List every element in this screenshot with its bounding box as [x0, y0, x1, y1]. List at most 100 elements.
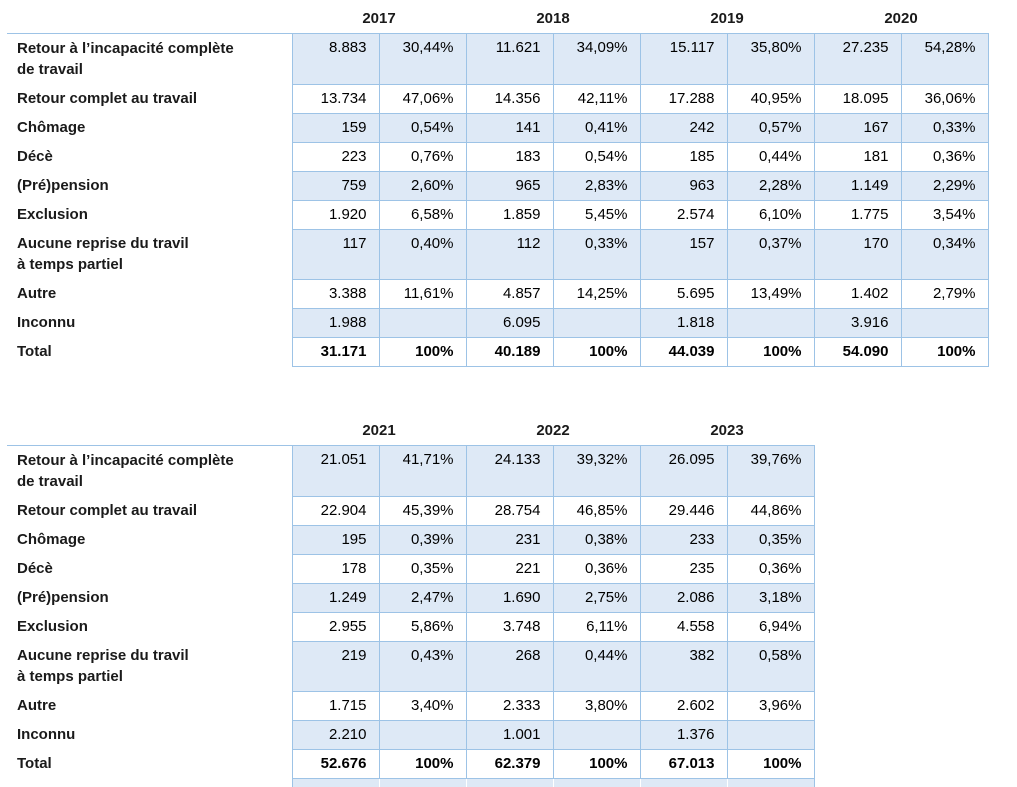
percent-cell: 6,58%	[378, 199, 467, 230]
table-row: (Pré)pension 759 2,60% 965 2,83% 963 2,28% 1.14…	[7, 170, 989, 201]
count-cell: 195	[291, 524, 380, 555]
count-cell: 1.920	[291, 199, 380, 230]
count-cell: 17.288	[639, 83, 728, 114]
percent-cell	[726, 307, 815, 338]
count-cell: 2.955	[291, 611, 380, 642]
table-row: Chômage 159 0,54% 141 0,41% 242 0,57% 167 0,33%	[7, 112, 989, 143]
results-table-2021-2023: 2021 2022 2023 Retour à l’incapacité complè…	[7, 417, 815, 787]
count-cell: 67.013	[639, 748, 728, 779]
percent-cell: 0,33%	[552, 228, 641, 280]
row-label-line: Retour complet au travail	[17, 502, 198, 519]
year-header: 2020	[884, 10, 918, 27]
count-cell: 1.775	[813, 199, 902, 230]
percent-cell: 0,40%	[378, 228, 467, 280]
percent-cell: 100%	[552, 336, 641, 367]
percent-cell: 0,35%	[726, 524, 815, 555]
table-row: Inconnu 2.210 1.001 1.376	[7, 719, 815, 750]
table-row: Retour complet au travail 22.904 45,39% 28.…	[7, 495, 815, 526]
percent-cell: 6,10%	[726, 199, 815, 230]
header-corner-cell	[7, 417, 292, 446]
count-cell: 2.210	[291, 719, 380, 750]
row-label: Retour à l’incapacité complète de travail	[7, 445, 292, 496]
percent-cell: 0,76%	[378, 141, 467, 172]
count-cell: 233	[639, 524, 728, 555]
count-cell: 52.676	[291, 748, 380, 779]
percent-cell: 100%	[726, 336, 815, 367]
count-cell: 159	[291, 112, 380, 143]
count-cell: 27.235	[813, 33, 902, 85]
row-label-line: de travail	[17, 473, 83, 490]
count-cell: 2.333	[465, 690, 554, 721]
count-cell: 11.621	[465, 33, 554, 85]
percent-cell	[378, 307, 467, 338]
percent-cell: 39,32%	[552, 445, 641, 497]
row-label-line: Exclusion	[17, 618, 88, 635]
percent-cell: 45,39%	[378, 495, 467, 526]
percent-cell: 0,54%	[378, 112, 467, 143]
cut-off-row	[7, 777, 815, 787]
row-label: Décè	[7, 142, 292, 171]
percent-cell	[552, 719, 641, 750]
cut-off-cell	[378, 777, 467, 787]
count-cell: 31.171	[291, 336, 380, 367]
percent-cell: 2,79%	[900, 278, 989, 309]
percent-cell: 47,06%	[378, 83, 467, 114]
table-row: Total 52.676 100% 62.379 100% 67.013 100%	[7, 748, 815, 779]
row-label-line: Autre	[17, 697, 57, 714]
row-label: Total	[7, 749, 292, 778]
row-label-line: Exclusion	[17, 206, 88, 223]
percent-cell: 3,96%	[726, 690, 815, 721]
count-cell: 24.133	[465, 445, 554, 497]
percent-cell: 13,49%	[726, 278, 815, 309]
table-row: Retour complet au travail 13.734 47,06% 14.…	[7, 83, 989, 114]
row-label: (Pré)pension	[7, 171, 292, 200]
count-cell: 181	[813, 141, 902, 172]
percent-cell: 100%	[378, 748, 467, 779]
percent-cell: 0,36%	[900, 141, 989, 172]
row-label-line: (Pré)pension	[17, 177, 109, 194]
count-cell: 3.916	[813, 307, 902, 338]
table-row: Aucune reprise du travil à temps partiel 1…	[7, 228, 989, 280]
percent-cell: 39,76%	[726, 445, 815, 497]
count-cell: 6.095	[465, 307, 554, 338]
year-header: 2018	[536, 10, 570, 27]
count-cell: 1.001	[465, 719, 554, 750]
row-label: Inconnu	[7, 720, 292, 749]
percent-cell	[552, 307, 641, 338]
row-label: Décè	[7, 554, 292, 583]
year-header-row: 2017 2018 2019 2020	[7, 5, 988, 34]
percent-cell: 5,86%	[378, 611, 467, 642]
count-cell: 3.748	[465, 611, 554, 642]
count-cell: 382	[639, 640, 728, 692]
count-cell: 223	[291, 141, 380, 172]
percent-cell: 0,35%	[378, 553, 467, 584]
table-row: Décè 178 0,35% 221 0,36% 235 0,36%	[7, 553, 815, 584]
percent-cell: 3,80%	[552, 690, 641, 721]
year-header: 2022	[536, 422, 570, 439]
row-label-line: Retour à l’incapacité complète	[17, 452, 234, 469]
row-label: Total	[7, 337, 292, 366]
percent-cell: 41,71%	[378, 445, 467, 497]
count-cell: 178	[291, 553, 380, 584]
count-cell: 15.117	[639, 33, 728, 85]
percent-cell: 0,43%	[378, 640, 467, 692]
percent-cell: 2,28%	[726, 170, 815, 201]
percent-cell: 100%	[726, 748, 815, 779]
count-cell: 157	[639, 228, 728, 280]
row-label-line: Total	[17, 755, 52, 772]
cut-off-cell	[291, 777, 380, 787]
percent-cell: 3,40%	[378, 690, 467, 721]
percent-cell: 46,85%	[552, 495, 641, 526]
count-cell: 4.558	[639, 611, 728, 642]
percent-cell: 14,25%	[552, 278, 641, 309]
cut-off-cell	[552, 777, 641, 787]
percent-cell: 40,95%	[726, 83, 815, 114]
percent-cell: 5,45%	[552, 199, 641, 230]
percent-cell: 0,38%	[552, 524, 641, 555]
count-cell: 26.095	[639, 445, 728, 497]
percent-cell: 2,60%	[378, 170, 467, 201]
count-cell: 18.095	[813, 83, 902, 114]
percent-cell: 0,37%	[726, 228, 815, 280]
table-row: Exclusion 2.955 5,86% 3.748 6,11% 4.558 6,94%	[7, 611, 815, 642]
